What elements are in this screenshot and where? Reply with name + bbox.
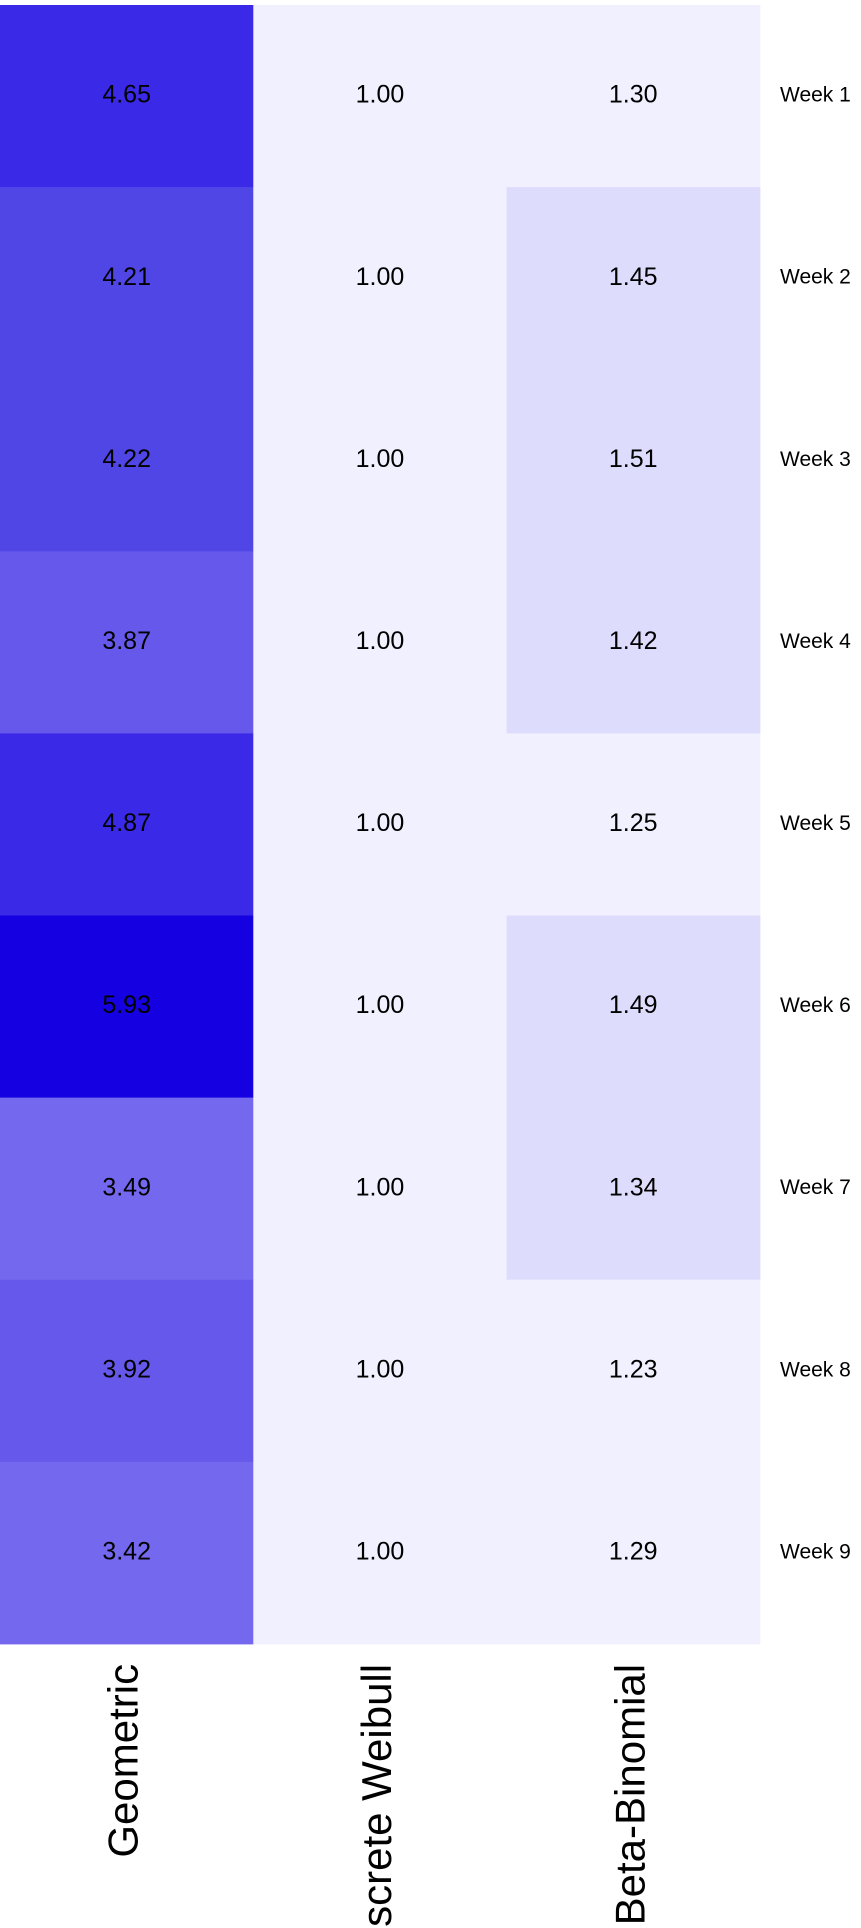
heatmap-cell: [0, 915, 254, 1099]
heatmap-cell: [506, 1279, 761, 1463]
cell-label: 1.29: [609, 1537, 658, 1565]
heatmap-cell: [0, 733, 254, 916]
heatmap-cell: [506, 1461, 761, 1645]
heatmap-cell: [506, 915, 761, 1099]
cell-label: 3.49: [102, 1173, 151, 1201]
cell-label: 1.45: [609, 263, 658, 291]
heatmap-cell: [506, 1097, 761, 1281]
row-label: Week 7: [780, 1176, 851, 1199]
heatmap-cell: [253, 733, 508, 916]
cell-label: 1.00: [356, 627, 405, 655]
cell-label: 1.00: [356, 1355, 405, 1383]
heatmap-cell: [506, 551, 761, 734]
row-label: Week 9: [780, 1540, 851, 1563]
cell-label: 1.00: [356, 809, 405, 837]
row-label: Week 5: [780, 812, 851, 835]
row-label: Week 3: [780, 448, 851, 471]
heatmap-cell: [253, 187, 508, 370]
cell-label: 4.22: [102, 445, 151, 473]
row-label: Week 8: [780, 1358, 851, 1381]
cell-label: 1.00: [356, 991, 405, 1019]
heatmap-cell: [253, 369, 508, 552]
column-label: Beta-Binomial: [606, 1664, 653, 1925]
cell-label: 1.00: [356, 1537, 405, 1565]
heatmap-cell: [0, 1279, 254, 1463]
row-label: Week 4: [780, 630, 851, 653]
column-label: Discrete Weibull: [353, 1664, 400, 1928]
heatmap-cell: [0, 369, 254, 552]
heatmap-cell: [0, 551, 254, 734]
cell-label: 4.65: [102, 81, 151, 109]
heatmap-cell: [253, 5, 508, 188]
cell-label: 1.51: [609, 445, 658, 473]
cell-label: 3.87: [102, 627, 151, 655]
cell-label: 1.49: [609, 991, 658, 1019]
heatmap-cell: [253, 1097, 508, 1281]
heatmap-cell: [253, 915, 508, 1099]
heatmap-cell: [253, 1461, 508, 1645]
cell-label: 1.42: [609, 627, 658, 655]
heatmap-cell: [506, 733, 761, 916]
heatmap-cell: [506, 5, 761, 188]
cell-label: 1.00: [356, 263, 405, 291]
row-label: Week 2: [780, 266, 851, 289]
cell-label: 1.00: [356, 81, 405, 109]
cell-label: 3.92: [102, 1355, 151, 1383]
heatmap-cell: [506, 187, 761, 370]
cell-label: 1.23: [609, 1355, 658, 1383]
cell-label: 1.34: [609, 1173, 658, 1201]
cell-label: 3.42: [102, 1537, 151, 1565]
heatmap-cell: [0, 1461, 254, 1645]
cell-label: 1.30: [609, 81, 658, 109]
heatmap-cell: [0, 1097, 254, 1281]
heatmap-cell: [0, 187, 254, 370]
row-label: Week 6: [780, 994, 851, 1017]
column-label: Geometric: [100, 1664, 147, 1858]
heatmap-cell: [253, 1279, 508, 1463]
cell-label: 1.00: [356, 445, 405, 473]
heatmap-cell: [0, 5, 254, 188]
cell-label: 4.21: [102, 263, 151, 291]
row-label: Week 1: [780, 84, 851, 107]
cell-label: 1.00: [356, 1173, 405, 1201]
heatmap-cell: [253, 551, 508, 734]
cell-label: 4.87: [102, 809, 151, 837]
cell-label: 1.25: [609, 809, 658, 837]
cell-label: 5.93: [102, 991, 151, 1019]
heatmap-cell: [506, 369, 761, 552]
